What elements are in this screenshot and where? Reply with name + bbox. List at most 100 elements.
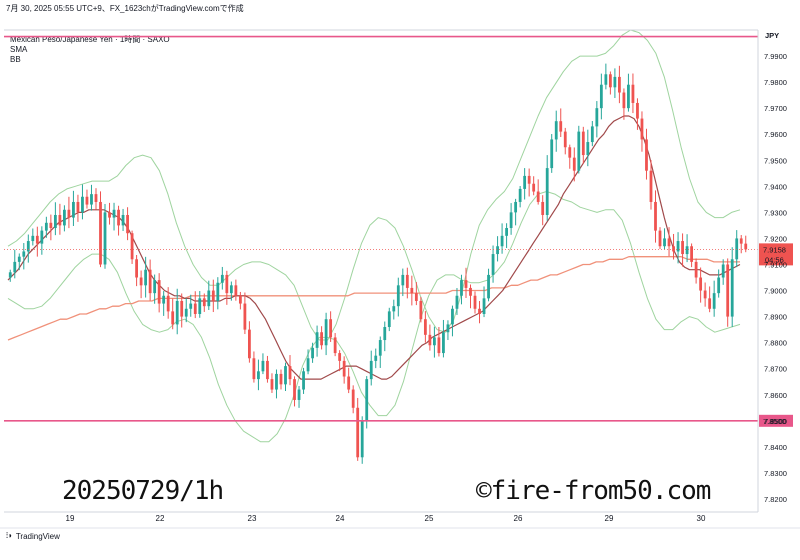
candle-body: [22, 251, 26, 257]
candle-body: [333, 337, 337, 354]
current-price-tag: [759, 243, 793, 266]
candle-body: [243, 303, 247, 330]
candle-body: [676, 241, 680, 252]
candle-body: [81, 196, 84, 213]
candle-body: [690, 246, 693, 262]
candle-body: [518, 188, 522, 202]
candle-body: [17, 256, 21, 262]
candle-body: [238, 295, 242, 304]
candle-body: [275, 373, 278, 390]
price-tick-label: 7.9500: [764, 156, 787, 165]
candle-body: [599, 84, 603, 109]
candle-body: [266, 360, 269, 380]
candle-body: [667, 238, 671, 247]
candle-body: [157, 280, 161, 304]
candle-body: [446, 324, 450, 333]
candle-body: [568, 147, 572, 158]
time-tick-label: 30: [697, 514, 706, 523]
price-tick-label: 7.8200: [764, 495, 787, 504]
time-tick-label: 24: [336, 514, 345, 523]
candle-body: [49, 222, 53, 229]
candle-body: [717, 277, 721, 294]
candle-body: [509, 212, 513, 229]
candle-body: [117, 209, 120, 226]
legend-item-sma[interactable]: SMA: [10, 45, 28, 54]
time-tick-label: 25: [425, 514, 434, 523]
candle-body: [302, 371, 305, 390]
candle-body: [586, 142, 590, 156]
candle-body: [392, 306, 396, 312]
price-tick-label: 7.8900: [764, 313, 787, 322]
candle-body: [405, 274, 409, 288]
time-tick-label: 26: [514, 514, 523, 523]
candle-body: [645, 139, 648, 171]
candle-body: [63, 209, 66, 226]
candle-body: [739, 238, 743, 244]
candle-body: [53, 214, 57, 229]
price-tick-label: 7.9000: [764, 287, 787, 296]
candle-body: [554, 121, 558, 140]
candle-body: [604, 74, 608, 85]
candle-body: [577, 131, 581, 171]
candle-body: [527, 175, 531, 184]
candle-body: [252, 358, 256, 380]
sma-short-line: [7, 115, 741, 380]
candle-body: [220, 274, 224, 283]
candle-body: [631, 84, 635, 103]
candle-body: [545, 168, 549, 215]
candle-body: [166, 295, 170, 312]
bb-upper-line: [7, 29, 741, 341]
legend-item-bb[interactable]: BB: [10, 55, 21, 64]
candle-body: [451, 308, 454, 325]
time-tick-label: 23: [248, 514, 257, 523]
time-tick-label: 22: [156, 514, 165, 523]
candle-body: [94, 194, 98, 202]
candle-body: [207, 290, 211, 307]
candle-body: [211, 290, 215, 301]
countdown-text: 04:56: [765, 255, 784, 264]
candle-body: [536, 191, 540, 202]
price-tick-label: 7.9600: [764, 130, 787, 139]
time-tick-label: 19: [66, 514, 75, 523]
candle-body: [198, 298, 202, 314]
price-tick-label: 7.9400: [764, 182, 787, 191]
price-tick-label: 7.8400: [764, 443, 787, 452]
candle-body: [460, 280, 463, 296]
candle-body: [112, 209, 116, 218]
tradingview-brand[interactable]: ⫶◗ TradingView: [6, 531, 60, 541]
candle-body: [721, 264, 725, 278]
candle-body: [67, 209, 71, 218]
candle-body: [356, 407, 360, 458]
candle-body: [248, 329, 251, 359]
legend-symbol[interactable]: Mexican Peso/Japanese Yen · 1時間 · SAXO: [10, 35, 170, 44]
candle-body: [257, 371, 260, 380]
candle-body: [414, 293, 418, 301]
candle-body: [72, 201, 75, 218]
candle-body: [681, 241, 684, 255]
candle-body: [595, 108, 599, 127]
time-tick-label: 29: [605, 514, 614, 523]
candle-body: [636, 102, 639, 119]
candle-body: [663, 238, 666, 247]
candle-body: [369, 360, 373, 380]
candle-body: [324, 319, 328, 346]
candle-body: [559, 121, 563, 132]
price-tick-label: 7.8700: [764, 365, 787, 374]
candle-body: [171, 311, 175, 325]
price-tick-label: 7.9200: [764, 234, 787, 243]
candle-body: [618, 76, 621, 93]
level-price-tag: [759, 414, 793, 427]
candle-body: [85, 196, 89, 205]
candle-body: [293, 379, 296, 400]
candle-body: [229, 285, 233, 294]
candle-body: [311, 347, 314, 359]
candle-body: [658, 230, 662, 247]
candle-body: [40, 230, 44, 244]
candle-body: [76, 201, 80, 213]
candle-body: [419, 300, 423, 320]
candle-body: [730, 259, 734, 317]
candle-body: [703, 290, 707, 299]
candle-body: [428, 334, 432, 346]
candle-body: [505, 228, 508, 236]
